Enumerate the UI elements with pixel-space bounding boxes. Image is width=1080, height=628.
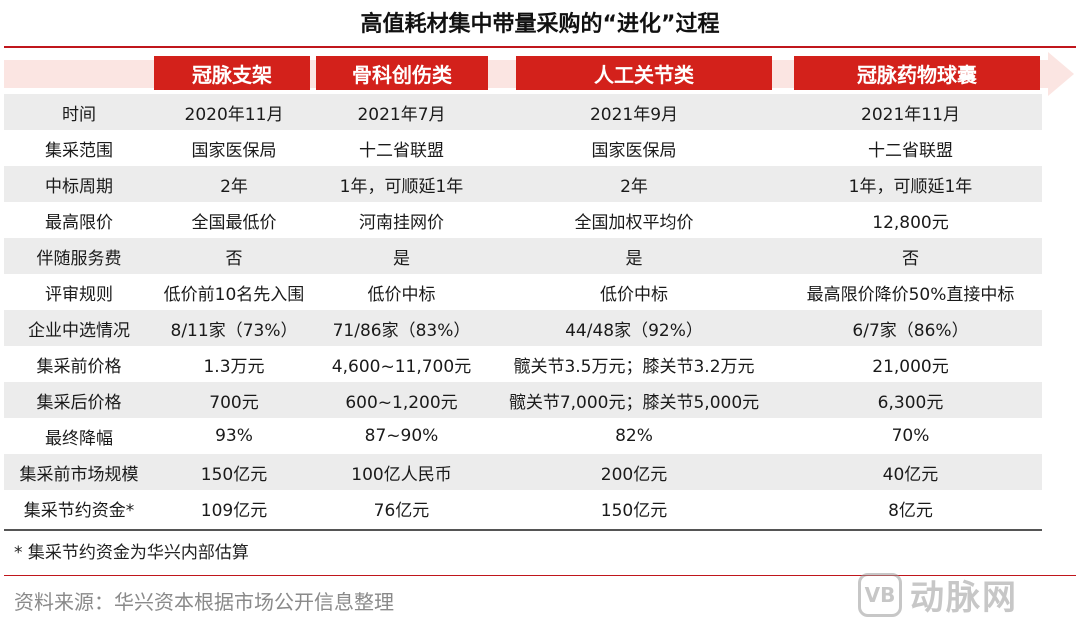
table-cell: 是 [625, 248, 643, 269]
table-cell: 150亿元 [200, 464, 268, 485]
table-cell: 700元 [209, 392, 259, 413]
table-cell: 1年，可顺延1年 [848, 176, 973, 197]
table-row: 集采后价格 700元 600~1,200元 髋关节7,000元；膝关节5,000元 6,… [4, 382, 1042, 418]
table-row: 集采节约资金* 109亿元 76亿元 150亿元 8亿元 [4, 490, 1042, 526]
source-divider [4, 575, 1076, 576]
table-cell: 2021年9月 [589, 104, 679, 125]
row-label: 集采后价格 [36, 392, 122, 413]
table-cell: 髋关节7,000元；膝关节5,000元 [508, 392, 760, 413]
table-row: 企业中选情况 8/11家（73%） 71/86家（83%） 44/48家（92%） 6/… [4, 310, 1042, 346]
table-cell: 2020年11月 [184, 104, 284, 125]
table-cell: 髋关节3.5万元；膝关节3.2万元 [513, 356, 755, 377]
comparison-table: 时间 2020年11月 2021年7月 2021年9月 2021年11月集采范围 国家医保… [4, 94, 1042, 526]
table-cell: 全国加权平均价 [574, 212, 694, 233]
column-header-trauma: 骨科创伤类 [316, 56, 488, 90]
table-row: 伴随服务费 否 是 是 否 [4, 238, 1042, 274]
column-header-stent: 冠脉支架 [154, 56, 310, 90]
table-cell: 71/86家（83%） [332, 320, 471, 341]
table-bottom-divider [4, 529, 1042, 531]
table-cell: 低价前10名先入围 [163, 284, 305, 305]
table-cell: 2年 [220, 176, 248, 197]
table-cell: 87~90% [364, 426, 439, 446]
table-cell: 8/11家（73%） [170, 320, 298, 341]
table-cell: 100亿人民币 [351, 464, 452, 485]
table-row: 中标周期 2年 1年，可顺延1年 2年 1年，可顺延1年 [4, 166, 1042, 202]
row-label: 企业中选情况 [28, 320, 130, 341]
table-cell: 1.3万元 [203, 356, 265, 377]
table-cell: 国家医保局 [191, 140, 277, 161]
table-row: 时间 2020年11月 2021年7月 2021年9月 2021年11月 [4, 94, 1042, 130]
row-label: 时间 [62, 104, 96, 125]
table-cell: 低价中标 [367, 284, 436, 305]
table-row: 评审规则 低价前10名先入围 低价中标 低价中标 最高限价降价50%直接中标 [4, 274, 1042, 310]
table-cell: 十二省联盟 [868, 140, 953, 161]
table-cell: 是 [393, 248, 410, 269]
row-label: 集采节约资金* [23, 500, 135, 521]
row-label: 评审规则 [45, 284, 113, 305]
table-cell: 2021年11月 [861, 104, 960, 125]
title-divider [4, 46, 1076, 48]
watermark-text: 动脉网 [910, 578, 1018, 618]
table-cell: 6/7家（86%） [852, 320, 969, 341]
table-cell: 44/48家（92%） [565, 320, 703, 341]
table-row: 最终降幅 93% 87~90% 82% 70% [4, 418, 1042, 454]
column-header-balloon: 冠脉药物球囊 [794, 56, 1040, 90]
watermark-logo-icon: VB [858, 572, 902, 617]
row-label: 集采前市场规模 [19, 464, 139, 485]
table-row: 集采前价格 1.3万元 4,600~11,700元 髋关节3.5万元；膝关节3.2万元… [4, 346, 1042, 382]
table-cell: 600~1,200元 [345, 392, 458, 413]
table-row: 集采范围 国家医保局 十二省联盟 国家医保局 十二省联盟 [4, 130, 1042, 166]
table-cell: 200亿元 [600, 464, 668, 485]
table-cell: 1年，可顺延1年 [339, 176, 464, 197]
table-cell: 否 [902, 248, 919, 269]
row-label: 集采前价格 [36, 356, 122, 377]
table-cell: 76亿元 [373, 500, 430, 521]
table-cell: 40亿元 [882, 464, 939, 485]
row-label: 最高限价 [45, 212, 113, 233]
table-cell: 低价中标 [600, 284, 668, 305]
table-cell: 4,600~11,700元 [331, 356, 472, 377]
table-cell: 93% [215, 426, 253, 446]
watermark: VB 动脉网 [858, 570, 1018, 619]
footnote: * 集采节约资金为华兴内部估算 [14, 543, 249, 563]
row-label: 最终降幅 [45, 428, 113, 449]
table-cell: 2021年7月 [357, 104, 446, 125]
row-label: 伴随服务费 [36, 248, 122, 269]
table-cell: 2年 [620, 176, 648, 197]
row-label: 集采范围 [45, 140, 113, 161]
table-cell: 82% [615, 426, 653, 446]
source-note: 资料来源：华兴资本根据市场公开信息整理 [14, 590, 394, 614]
table-cell: 70% [891, 426, 930, 446]
table-cell: 21,000元 [872, 356, 949, 377]
table-cell: 国家医保局 [591, 140, 677, 161]
table-cell: 12,800元 [872, 212, 949, 233]
table-cell: 6,300元 [877, 392, 944, 413]
table-cell: 109亿元 [200, 500, 268, 521]
table-cell: 十二省联盟 [359, 140, 444, 161]
table-cell: 否 [225, 248, 243, 269]
table-cell: 150亿元 [600, 500, 668, 521]
table-cell: 最高限价降价50%直接中标 [806, 284, 1015, 305]
table-cell: 8亿元 [888, 500, 933, 521]
page-title: 高值耗材集中带量采购的“进化”过程 [360, 12, 720, 37]
arrow-head-icon [1048, 52, 1074, 96]
table-row: 最高限价 全国最低价 河南挂网价 全国加权平均价 12,800元 [4, 202, 1042, 238]
table-cell: 全国最低价 [191, 212, 277, 233]
column-header-joint: 人工关节类 [516, 56, 772, 90]
table-row: 集采前市场规模 150亿元 100亿人民币 200亿元 40亿元 [4, 454, 1042, 490]
table-cell: 河南挂网价 [359, 212, 444, 233]
row-label: 中标周期 [45, 176, 113, 197]
